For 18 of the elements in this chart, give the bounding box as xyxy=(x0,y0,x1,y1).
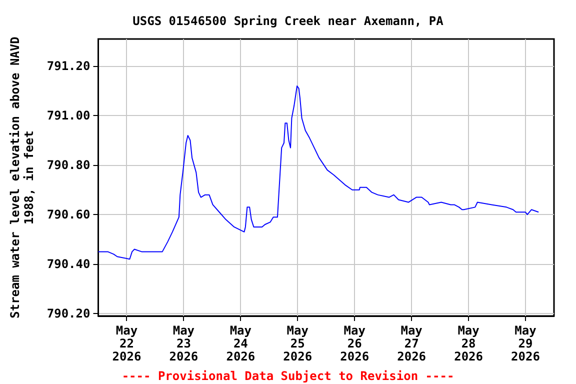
x-tick-label: May 29 2026 xyxy=(511,324,540,364)
y-tick-label: 790.40 xyxy=(46,257,90,272)
chart-title: USGS 01546500 Spring Creek near Axemann, PA xyxy=(132,14,444,28)
x-tick-label: May 24 2026 xyxy=(226,324,256,364)
text: ---- Provisional Data Subject to Revision ---- xyxy=(122,369,454,383)
y-tick-label: 791.20 xyxy=(46,59,90,74)
x-tick-label: May 25 2026 xyxy=(283,324,312,364)
y-axis-title: Stream water level elevation above NAVD 1988, in feet xyxy=(8,36,36,318)
line-series xyxy=(98,85,540,260)
x-tick-label: May 27 2026 xyxy=(397,324,426,364)
y-tick-label: 790.80 xyxy=(46,158,90,172)
x-tick-label: May 26 2026 xyxy=(340,324,370,364)
y-tick-label: 790.20 xyxy=(46,306,90,321)
y-tick-label: 791.00 xyxy=(46,108,90,123)
x-tick-label: May 28 2026 xyxy=(454,324,483,364)
y-tick-label: 790.60 xyxy=(46,208,90,222)
x-tick-label: May 22 2026 xyxy=(112,324,142,364)
x-tick-label: May 23 2026 xyxy=(169,324,198,364)
